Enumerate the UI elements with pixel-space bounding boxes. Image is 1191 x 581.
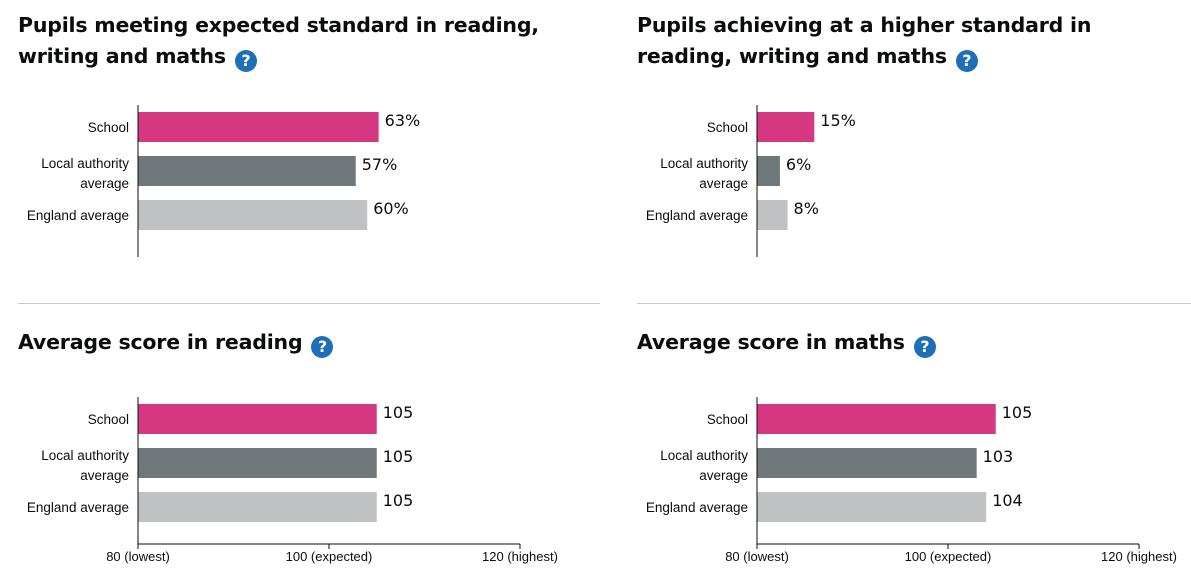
chart-panel-maths-score: Average score in maths ? 105 School 103 Loc… — [637, 327, 1191, 581]
category-label: Local authority average — [41, 448, 129, 483]
value-label: 105 — [1002, 403, 1033, 422]
x-tick-label: 80 (lowest) — [725, 549, 789, 564]
bar-local-authority-average — [757, 448, 977, 478]
chart-panel-higher-standard: Pupils achieving at a higher standard in… — [637, 10, 1191, 280]
value-label: 57% — [362, 155, 398, 174]
section-divider — [18, 303, 600, 304]
category-label: Local authority average — [41, 156, 129, 191]
category-label: England average — [646, 500, 748, 515]
chart-panel-reading-score: Average score in reading ? 105 School 105 L… — [18, 327, 600, 581]
value-label: 105 — [383, 447, 414, 466]
chart-title: Average score in reading ? — [18, 327, 593, 358]
value-label: 105 — [383, 491, 414, 510]
value-label: 60% — [373, 199, 409, 218]
value-label: 104 — [992, 491, 1023, 510]
bar-school — [757, 112, 815, 142]
x-tick-label: 120 (highest) — [482, 549, 558, 564]
value-label: 8% — [794, 199, 819, 218]
category-label: England average — [27, 208, 129, 223]
value-label: 105 — [383, 403, 414, 422]
chart-title: Pupils achieving at a higher standard in… — [637, 10, 1157, 72]
chart-title-text: Average score in maths — [637, 330, 905, 354]
category-label: School — [707, 120, 748, 135]
bar-chart-higher-standard: 15% School 6% Local authority average 8% Engla… — [646, 105, 856, 257]
chart-title-text: Pupils achieving at a higher standard in… — [637, 13, 1092, 68]
chart-panel-expected-standard: Pupils meeting expected standard in read… — [18, 10, 600, 280]
chart-title: Average score in maths ? — [637, 327, 1157, 358]
help-icon[interactable]: ? — [311, 336, 334, 358]
category-label: England average — [646, 208, 748, 223]
help-icon[interactable]: ? — [913, 336, 936, 358]
bar-england-average — [138, 492, 377, 522]
x-tick-label: 80 (lowest) — [106, 549, 170, 564]
value-label: 63% — [385, 111, 421, 130]
bar-school — [757, 404, 996, 434]
bar-school — [138, 404, 377, 434]
category-label: School — [88, 120, 129, 135]
bar-england-average — [138, 200, 368, 230]
bar-chart-maths-score: 105 School 103 Local authority average 104 Eng… — [646, 397, 1177, 564]
bar-chart-reading-score: 105 School 105 Local authority average 105 Eng… — [27, 397, 558, 564]
bar-local-authority-average — [138, 448, 377, 478]
category-label: Local authority average — [660, 448, 748, 483]
bar-local-authority-average — [757, 156, 780, 186]
category-label: School — [88, 412, 129, 427]
chart-title-text: Pupils meeting expected standard in read… — [18, 13, 539, 68]
category-label: School — [707, 412, 748, 427]
value-label: 15% — [820, 111, 856, 130]
value-label: 103 — [983, 447, 1014, 466]
bar-chart-expected-standard: 63% School 57% Local authority average 60% Eng… — [27, 105, 421, 257]
value-label: 6% — [786, 155, 811, 174]
category-label: England average — [27, 500, 129, 515]
x-tick-label: 100 (expected) — [905, 549, 992, 564]
bar-local-authority-average — [138, 156, 356, 186]
help-icon[interactable]: ? — [234, 50, 257, 72]
bar-school — [138, 112, 379, 142]
category-label: Local authority average — [660, 156, 748, 191]
chart-title: Pupils meeting expected standard in read… — [18, 10, 593, 72]
x-tick-label: 120 (highest) — [1101, 549, 1177, 564]
section-divider — [637, 303, 1191, 304]
chart-title-text: Average score in reading — [18, 330, 303, 354]
help-icon[interactable]: ? — [955, 50, 978, 72]
x-tick-label: 100 (expected) — [286, 549, 373, 564]
bar-england-average — [757, 200, 788, 230]
bar-england-average — [757, 492, 987, 522]
